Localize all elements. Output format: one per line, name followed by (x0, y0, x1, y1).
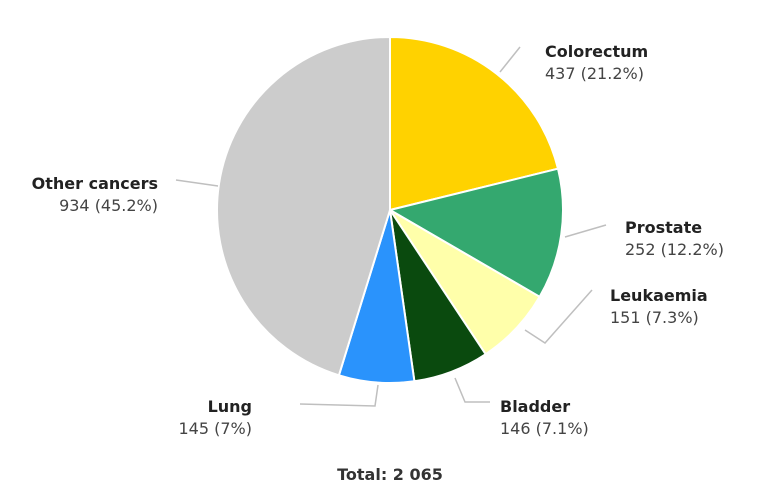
label-name-lung: Lung (208, 397, 252, 416)
label-name-other-cancers: Other cancers (32, 174, 158, 193)
slice-other-cancers (216, 35, 391, 377)
slice-labels: Colorectum 437 (21.2%) Prostate 252 (12.2%)… (32, 42, 724, 438)
leader-line-leukaemia (524, 289, 593, 344)
label-value-bladder: 146 (7.1%) (500, 419, 589, 438)
leader-line-lung (299, 384, 379, 407)
slice-colorectum (389, 35, 560, 212)
label-value-prostate: 252 (12.2%) (625, 240, 724, 259)
label-name-prostate: Prostate (625, 218, 702, 237)
leader-line-other-cancers (175, 179, 219, 187)
leader-lines (175, 46, 607, 407)
label-value-leukaemia: 151 (7.3%) (610, 308, 699, 327)
label-value-colorectum: 437 (21.2%) (545, 64, 644, 83)
leader-line-prostate (564, 224, 607, 238)
label-value-other-cancers: 934 (45.2%) (59, 196, 158, 215)
leader-line-colorectum (499, 46, 521, 73)
leader-line-bladder (454, 377, 490, 403)
slice-prostate (387, 167, 564, 299)
label-name-bladder: Bladder (500, 397, 570, 416)
label-name-leukaemia: Leukaemia (610, 286, 708, 305)
pie-slices (216, 35, 564, 384)
label-value-lung: 145 (7%) (179, 419, 253, 438)
label-name-colorectum: Colorectum (545, 42, 648, 61)
total-label: Total: 2 065 (337, 465, 443, 484)
